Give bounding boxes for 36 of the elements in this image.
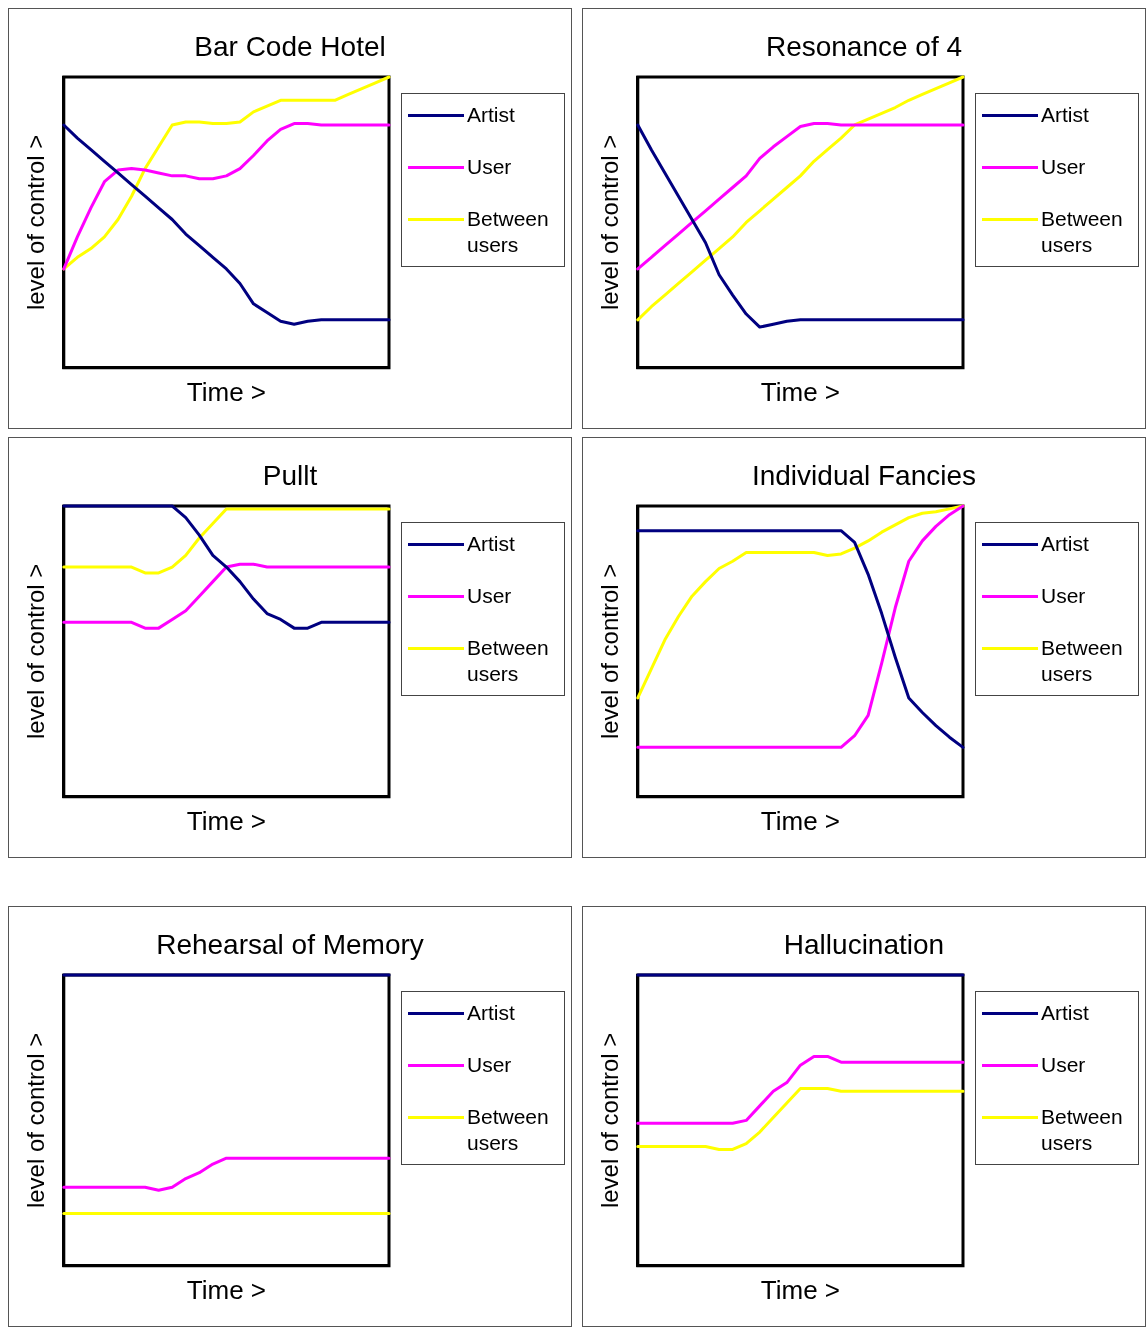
x-axis-title: Time > [760,805,841,836]
legend-label: Between users [1041,206,1124,258]
legend-label: Artist [467,1000,516,1026]
x-axis-title: Time > [760,376,841,407]
legend-label: User [1041,583,1087,609]
y-axis-title: level of control > [596,134,624,311]
legend-label: User [1041,154,1087,180]
chart-title: Rehearsal of Memory [156,929,424,961]
chart-title: Bar Code Hotel [194,31,386,63]
x-axis-title: Time > [760,1274,841,1305]
x-axis-title: Time > [186,1274,267,1305]
legend-label: User [467,154,513,180]
legend-label: Between users [1041,1104,1124,1156]
legend-label: Artist [1041,1000,1090,1026]
y-axis-title: level of control > [596,1032,624,1209]
chart-title: Individual Fancies [751,460,977,492]
y-axis-title: level of control > [22,134,50,311]
y-axis-title: level of control > [22,1032,50,1209]
chart-title: Pullt [262,460,318,492]
legend-label: Between users [467,1104,550,1156]
legend-label: Artist [467,102,516,128]
y-axis-title: level of control > [22,563,50,740]
legend-label: Between users [1041,635,1124,687]
x-axis-title: Time > [186,376,267,407]
legend-label: Artist [467,531,516,557]
legend-label: User [1041,1052,1087,1078]
legend-label: User [467,583,513,609]
x-axis-title: Time > [186,805,267,836]
legend-label: User [467,1052,513,1078]
legend-label: Between users [467,635,550,687]
legend-label: Artist [1041,531,1090,557]
legend-label: Artist [1041,102,1090,128]
y-axis-title: level of control > [596,563,624,740]
chart-title: Resonance of 4 [765,31,963,63]
legend-label: Between users [467,206,550,258]
chart-title: Hallucination [783,929,945,961]
